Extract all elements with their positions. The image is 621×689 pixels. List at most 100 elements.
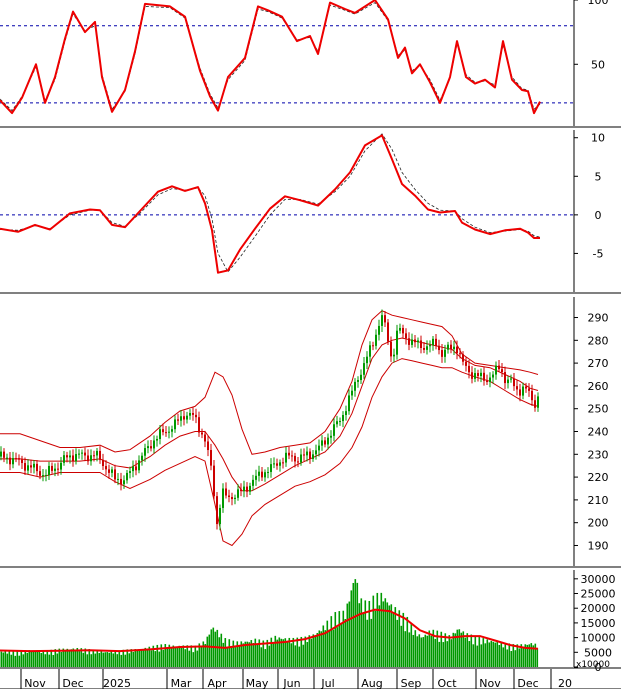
candle-body bbox=[510, 378, 512, 380]
volume-bar bbox=[400, 625, 403, 667]
volume-bar bbox=[474, 636, 477, 667]
volume-bar bbox=[196, 650, 199, 667]
candle-body bbox=[66, 455, 68, 458]
volume-bar bbox=[154, 651, 157, 667]
candle-body bbox=[231, 496, 233, 500]
volume-bar bbox=[248, 642, 251, 667]
volume-bar bbox=[394, 607, 397, 667]
volume-bar bbox=[102, 652, 105, 667]
volume-bar bbox=[182, 645, 185, 667]
candle-body bbox=[33, 463, 35, 468]
volume-bar bbox=[236, 641, 239, 667]
volume-bar bbox=[278, 637, 281, 667]
month-label: Dec bbox=[62, 677, 83, 689]
candle-body bbox=[306, 451, 308, 456]
volume-bar bbox=[264, 649, 267, 667]
candle-body bbox=[150, 446, 152, 449]
volume-bar bbox=[50, 649, 53, 667]
volume-bar bbox=[462, 631, 465, 667]
candle-body bbox=[276, 463, 278, 466]
candle-body bbox=[153, 440, 155, 449]
y-tick-label: 10000 bbox=[581, 632, 616, 645]
volume-bar bbox=[224, 638, 227, 667]
candle-body bbox=[336, 421, 338, 425]
candle-body bbox=[81, 452, 83, 454]
volume-bar bbox=[148, 646, 151, 667]
volume-bar bbox=[192, 652, 195, 667]
volume-bar bbox=[126, 649, 129, 667]
candle-body bbox=[537, 396, 539, 408]
volume-bar bbox=[202, 641, 205, 667]
candle-body bbox=[396, 330, 398, 355]
volume-bar bbox=[222, 642, 225, 667]
candle-body bbox=[228, 495, 230, 497]
candle-body bbox=[483, 372, 485, 381]
volume-bar bbox=[430, 635, 433, 667]
candle-body bbox=[84, 452, 86, 456]
candle-body bbox=[234, 497, 236, 500]
volume-bar bbox=[518, 648, 521, 667]
candle-body bbox=[528, 388, 530, 391]
volume-bar bbox=[48, 654, 51, 667]
middle-band bbox=[0, 337, 539, 492]
volume-bar bbox=[44, 654, 47, 667]
volume-bar bbox=[10, 654, 13, 667]
candle-body bbox=[3, 451, 5, 458]
oscillator-panel-2: 10 5 0 -5 bbox=[0, 130, 621, 294]
volume-bar bbox=[114, 650, 117, 667]
y-tick-label: 5000 bbox=[584, 646, 612, 659]
volume-bar bbox=[106, 652, 109, 667]
volume-bar bbox=[500, 642, 503, 667]
volume-bar bbox=[286, 641, 289, 667]
candle-body bbox=[492, 374, 494, 378]
volume-bar bbox=[418, 634, 421, 667]
volume-bar bbox=[490, 640, 493, 667]
candle-body bbox=[408, 338, 410, 345]
lower-band bbox=[0, 358, 539, 547]
volume-bar bbox=[404, 631, 407, 667]
candle-body bbox=[480, 372, 482, 377]
volume-bar bbox=[6, 653, 9, 667]
candle-body bbox=[195, 414, 197, 418]
candle-body bbox=[60, 462, 62, 470]
candle-body bbox=[132, 466, 134, 472]
volume-bar bbox=[254, 638, 257, 667]
candle-body bbox=[255, 475, 257, 480]
candle-body bbox=[459, 353, 461, 355]
volume-bar bbox=[94, 653, 97, 667]
volume-bar bbox=[54, 649, 57, 667]
volume-bar bbox=[298, 646, 301, 667]
volume-bar bbox=[354, 579, 357, 667]
candle-body bbox=[201, 432, 203, 435]
volume-bar bbox=[492, 641, 495, 667]
volume-bar bbox=[338, 611, 341, 667]
volume-bar bbox=[18, 655, 21, 667]
candle-body bbox=[441, 350, 443, 357]
candle-body bbox=[6, 457, 8, 459]
volume-bar bbox=[296, 637, 299, 667]
candle-body bbox=[108, 469, 110, 473]
candle-body bbox=[207, 441, 209, 451]
volume-bar bbox=[174, 646, 177, 667]
volume-bar bbox=[284, 638, 287, 667]
candle-body bbox=[12, 458, 14, 465]
volume-bar bbox=[448, 635, 451, 667]
candle-body bbox=[144, 448, 146, 456]
y-tick-label: 260 bbox=[588, 380, 609, 393]
volume-bar bbox=[258, 639, 261, 667]
volume-bar bbox=[380, 592, 383, 667]
candle-body bbox=[264, 472, 266, 478]
volume-bar bbox=[180, 647, 183, 667]
volume-bar bbox=[12, 651, 15, 667]
volume-bar bbox=[216, 629, 219, 667]
volume-bar bbox=[366, 619, 369, 667]
y-tick-label: 10 bbox=[591, 132, 605, 145]
month-label: Dec bbox=[517, 677, 538, 689]
volume-bar bbox=[138, 649, 141, 667]
volume-bar bbox=[292, 637, 295, 667]
candle-body bbox=[237, 489, 239, 498]
candle-body bbox=[378, 325, 380, 335]
candle-body bbox=[93, 455, 95, 457]
candle-body bbox=[303, 454, 305, 456]
volume-bar bbox=[246, 641, 249, 667]
